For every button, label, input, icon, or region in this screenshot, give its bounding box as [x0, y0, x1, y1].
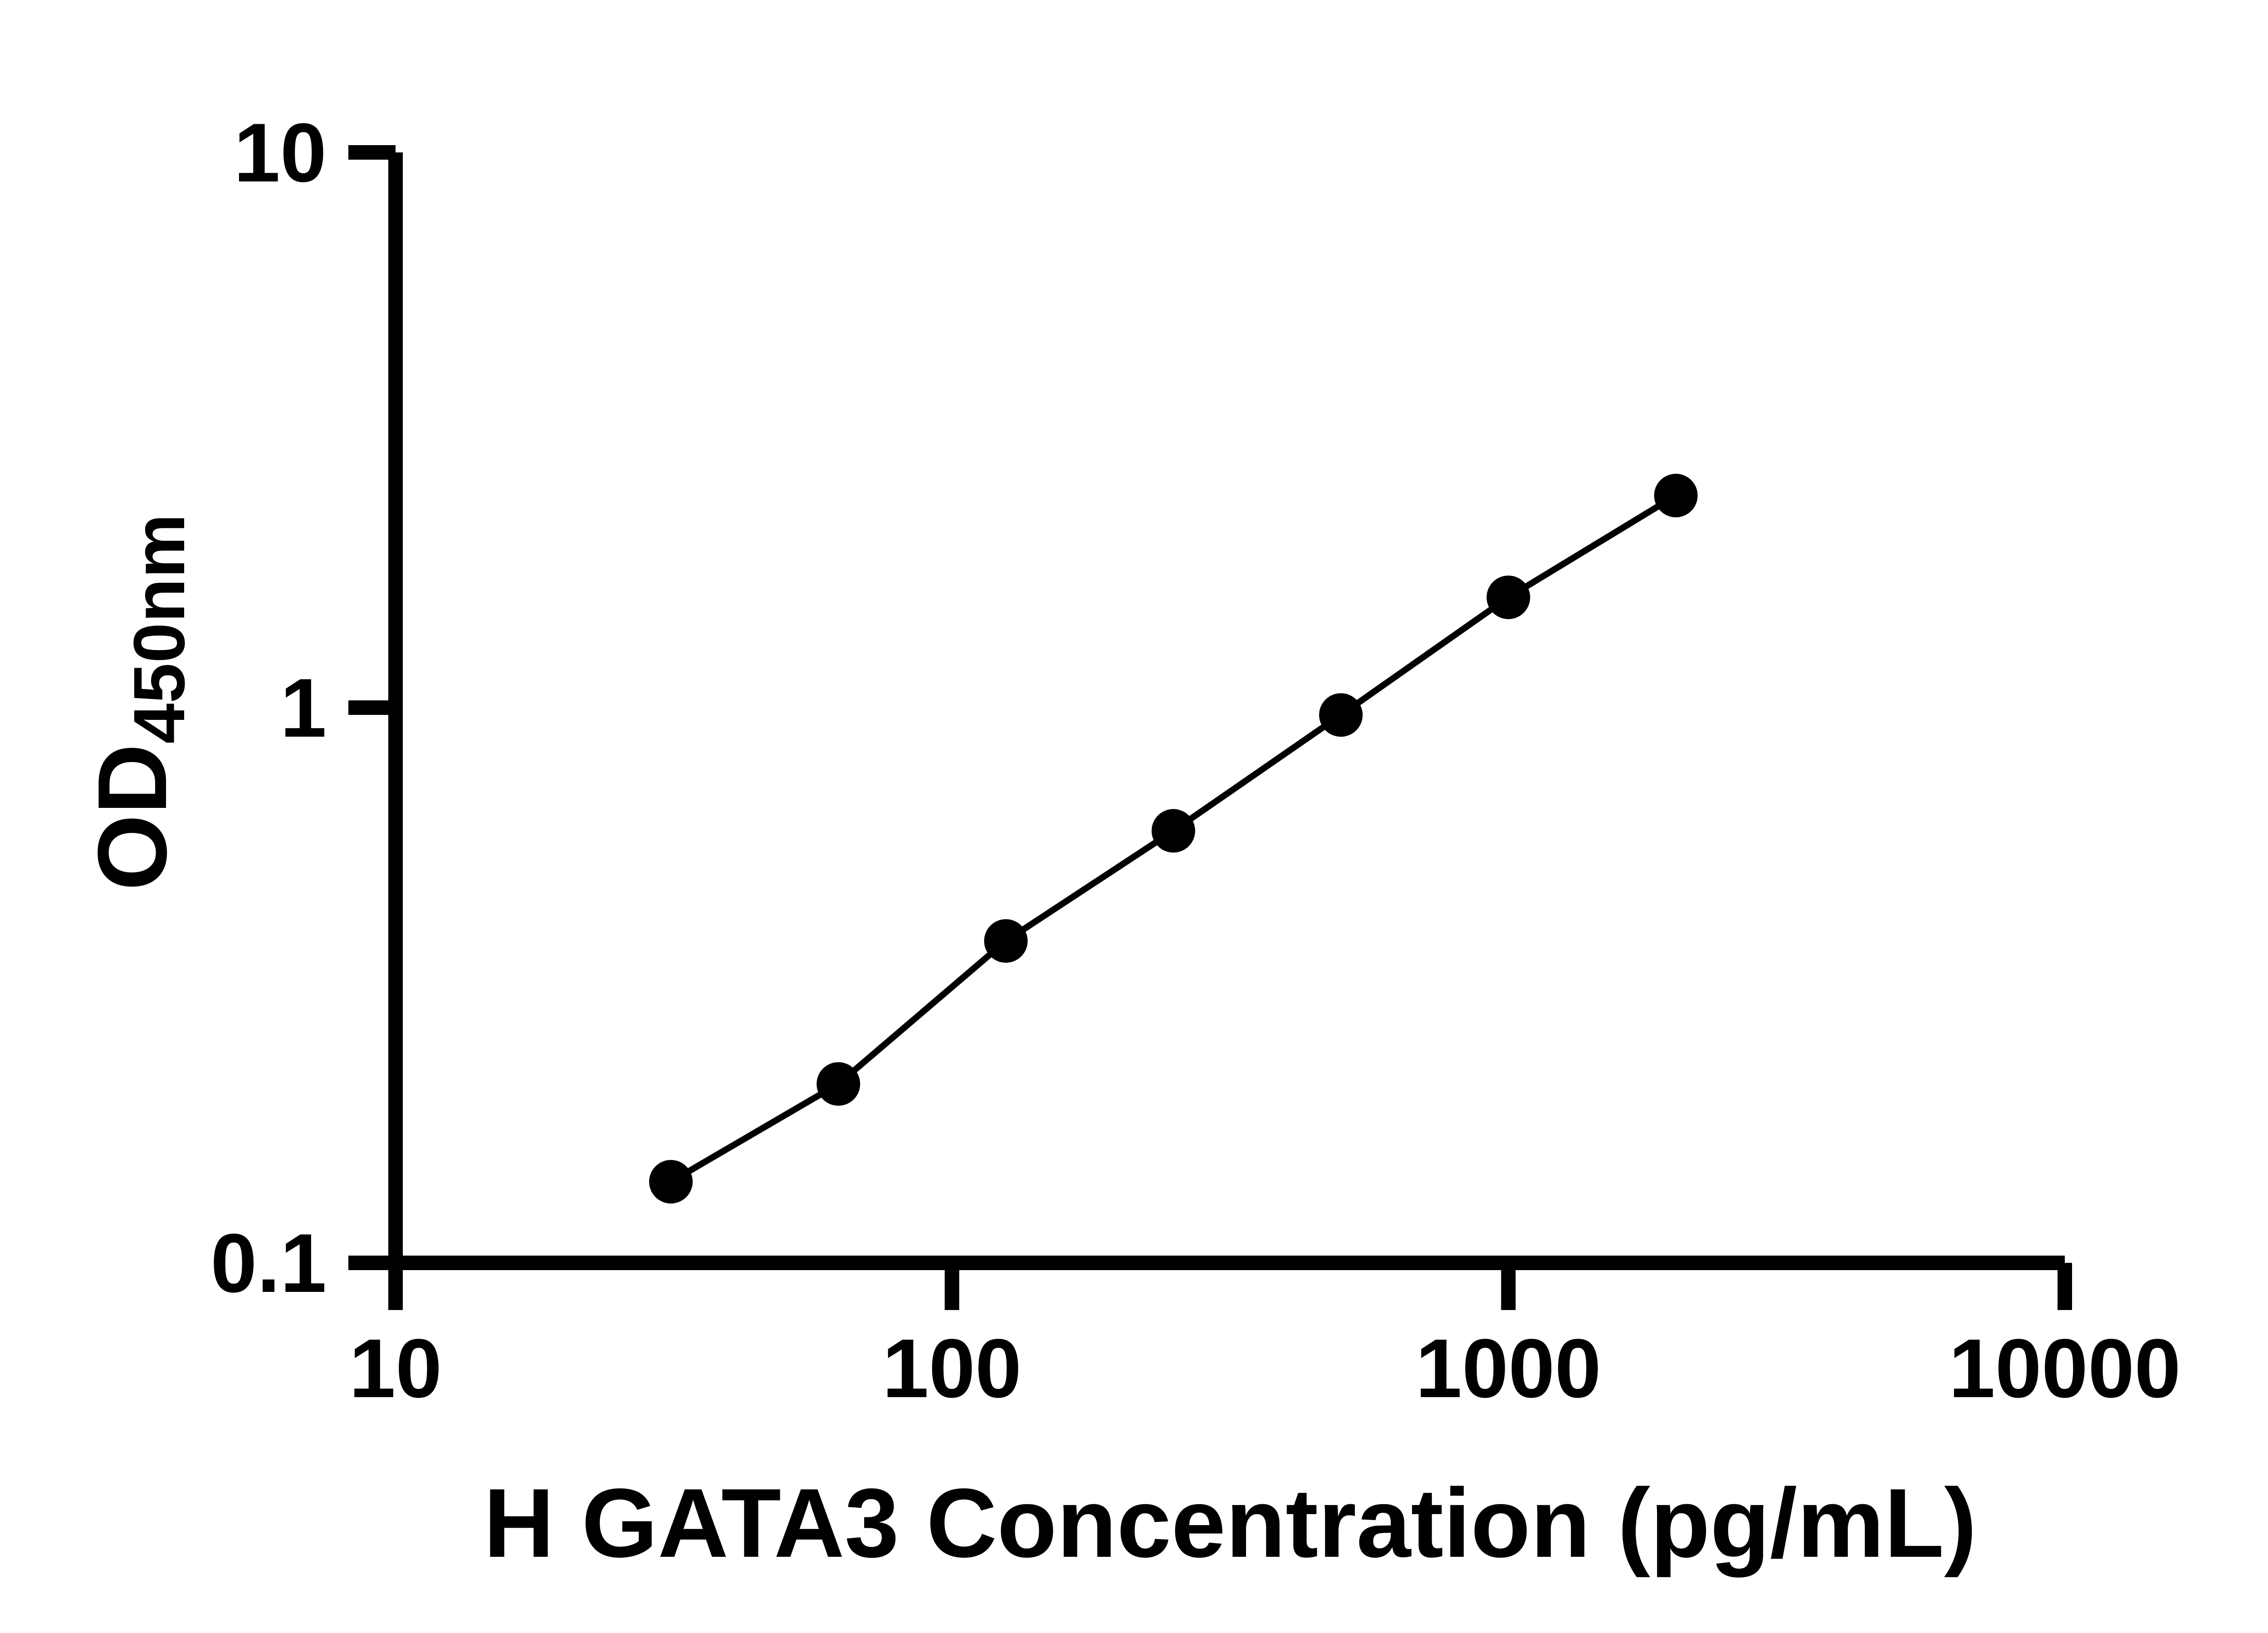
y-tick-label: 0.1: [210, 1216, 327, 1310]
axes: [388, 152, 2065, 1270]
data-point: [816, 1062, 860, 1106]
x-axis-title: H GATA3 Concentration (pg/mL): [484, 1470, 1977, 1579]
data-point: [1319, 693, 1363, 737]
data-point: [1486, 575, 1530, 619]
data-point: [1151, 809, 1195, 853]
data-point: [1654, 474, 1698, 518]
data-point: [649, 1160, 693, 1204]
x-tick-label: 100: [882, 1321, 1022, 1415]
y-axis-title-main: OD: [79, 743, 188, 891]
y-axis-title: OD450nm: [77, 514, 202, 891]
data-point: [984, 919, 1028, 963]
x-tick-label: 1000: [1416, 1321, 1601, 1415]
y-tick-label: 10: [234, 106, 327, 199]
y-tick-label: 1: [280, 661, 327, 754]
x-tick-label: 10: [349, 1321, 442, 1415]
x-tick-label: 10000: [1949, 1321, 2181, 1415]
y-axis-title-sub: 450nm: [121, 513, 200, 744]
